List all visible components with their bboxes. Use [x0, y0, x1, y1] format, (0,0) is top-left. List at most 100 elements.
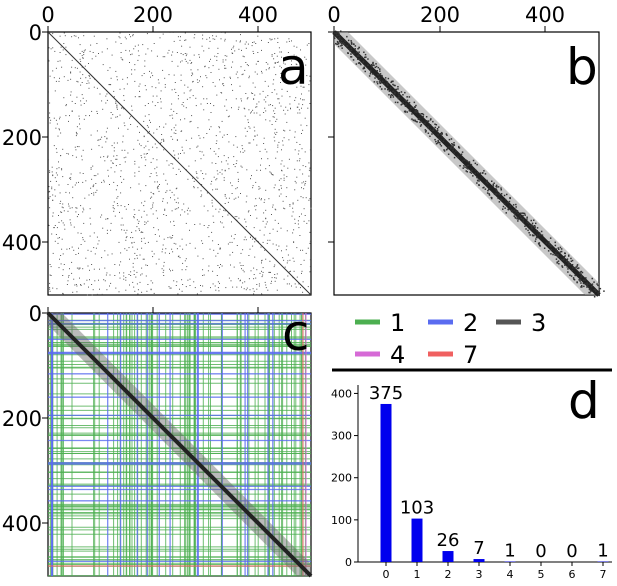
panel-a-point	[282, 140, 284, 142]
panel-b-point	[424, 122, 426, 125]
panel-a-point	[76, 216, 78, 218]
panel-a-point	[293, 241, 295, 243]
panel-a-point	[159, 184, 160, 185]
panel-a-point	[207, 270, 209, 272]
panel-a-point	[278, 98, 280, 100]
panel-a-point	[126, 249, 128, 251]
panel-b-point	[597, 292, 599, 294]
panel-a-point	[225, 59, 227, 61]
panel-a-point	[200, 196, 202, 198]
panel-a-point	[281, 187, 282, 189]
panel-a-point	[256, 169, 258, 171]
panel-a-point	[216, 140, 218, 142]
panel-a-point	[223, 134, 225, 136]
panel-a-point	[237, 196, 239, 198]
panel-a-point	[119, 32, 121, 34]
panel-a-point	[209, 37, 210, 39]
panel-a-point	[245, 62, 247, 63]
panel-a-point	[244, 108, 246, 110]
panel-a-point	[217, 265, 219, 266]
panel-a-point	[145, 264, 147, 266]
panel-a-point	[308, 220, 310, 222]
panel-a-point	[211, 231, 213, 233]
panel-a-point	[120, 252, 122, 254]
panel-a-point	[202, 173, 204, 174]
panel-a-point	[52, 215, 54, 217]
panel-a-point	[297, 220, 299, 222]
panel-a-point	[111, 54, 113, 56]
panel-b-point	[509, 197, 511, 199]
panel-a-point	[262, 220, 264, 222]
panel-b-point	[495, 188, 498, 191]
panel-a-point	[283, 278, 285, 280]
panel-a-point	[169, 252, 170, 254]
panel-a-point	[74, 146, 76, 148]
panel-a-point	[209, 128, 210, 130]
panel-a-point	[143, 205, 145, 207]
panel-d-letter: d	[568, 372, 600, 430]
panel-a-point	[127, 128, 129, 130]
panel-d-bar	[411, 518, 423, 562]
panel-a-point	[233, 164, 235, 165]
panel-a-point	[120, 192, 122, 194]
panel-a-point	[87, 249, 89, 251]
panel-d-xtick: 7	[600, 568, 607, 581]
panel-b-point	[387, 88, 389, 91]
panel-a-point	[105, 274, 107, 276]
panel-a-point	[141, 247, 143, 249]
panel-a-point	[124, 161, 126, 163]
panel-a-point	[261, 276, 263, 278]
panel-a-point	[82, 32, 84, 33]
panel-a-point	[60, 200, 62, 202]
panel-a-point	[62, 203, 64, 205]
panel-a-point	[63, 43, 65, 44]
panel-a-point	[49, 290, 51, 292]
panel-a-point	[123, 275, 125, 277]
panel-b-point	[434, 126, 437, 129]
panel-a-point	[68, 203, 69, 205]
panel-a-point	[79, 44, 81, 46]
panel-a-point	[237, 180, 239, 182]
panel-a-point	[81, 55, 83, 57]
panel-b-point	[390, 81, 392, 84]
panel-a-point	[175, 174, 177, 175]
panel-a-point	[173, 242, 175, 244]
panel-a-point	[149, 130, 150, 132]
panel-b-point	[384, 88, 386, 90]
panel-a-point	[274, 277, 276, 279]
panel-a-point	[265, 168, 267, 170]
panel-a-point	[212, 240, 214, 242]
panel-b-point	[477, 178, 480, 180]
panel-b-point	[510, 210, 513, 213]
panel-a-point	[82, 97, 84, 99]
panel-b-point	[358, 58, 361, 61]
panel-b-point	[506, 193, 508, 196]
panel-a-point	[162, 244, 164, 246]
panel-a-point	[141, 267, 143, 269]
panel-a-point	[155, 87, 157, 89]
panel-a-point	[280, 73, 282, 74]
panel-a-point	[256, 269, 258, 271]
panel-a-point	[232, 286, 234, 288]
panel-a-point	[259, 272, 261, 274]
panel-a-point	[163, 261, 165, 263]
panel-a-point	[242, 55, 244, 57]
panel-a-point	[98, 240, 100, 242]
panel-a-point	[163, 238, 165, 240]
panel-a-point	[154, 234, 156, 235]
panel-b-point	[585, 277, 587, 279]
panel-a-point	[276, 93, 278, 95]
panel-a-point	[307, 247, 309, 249]
panel-a-point	[185, 258, 187, 260]
panel-a-point	[246, 195, 248, 197]
panel-b-point	[439, 143, 442, 146]
panel-a-point	[216, 188, 218, 190]
panel-a-point	[210, 148, 211, 150]
panel-b-point	[536, 227, 539, 229]
panel-a-point	[231, 107, 232, 109]
panel-b-point	[435, 124, 438, 126]
panel-a-point	[255, 63, 257, 65]
panel-b-point	[370, 63, 373, 66]
panel-a-point	[181, 60, 183, 62]
panel-b-point	[580, 282, 582, 284]
